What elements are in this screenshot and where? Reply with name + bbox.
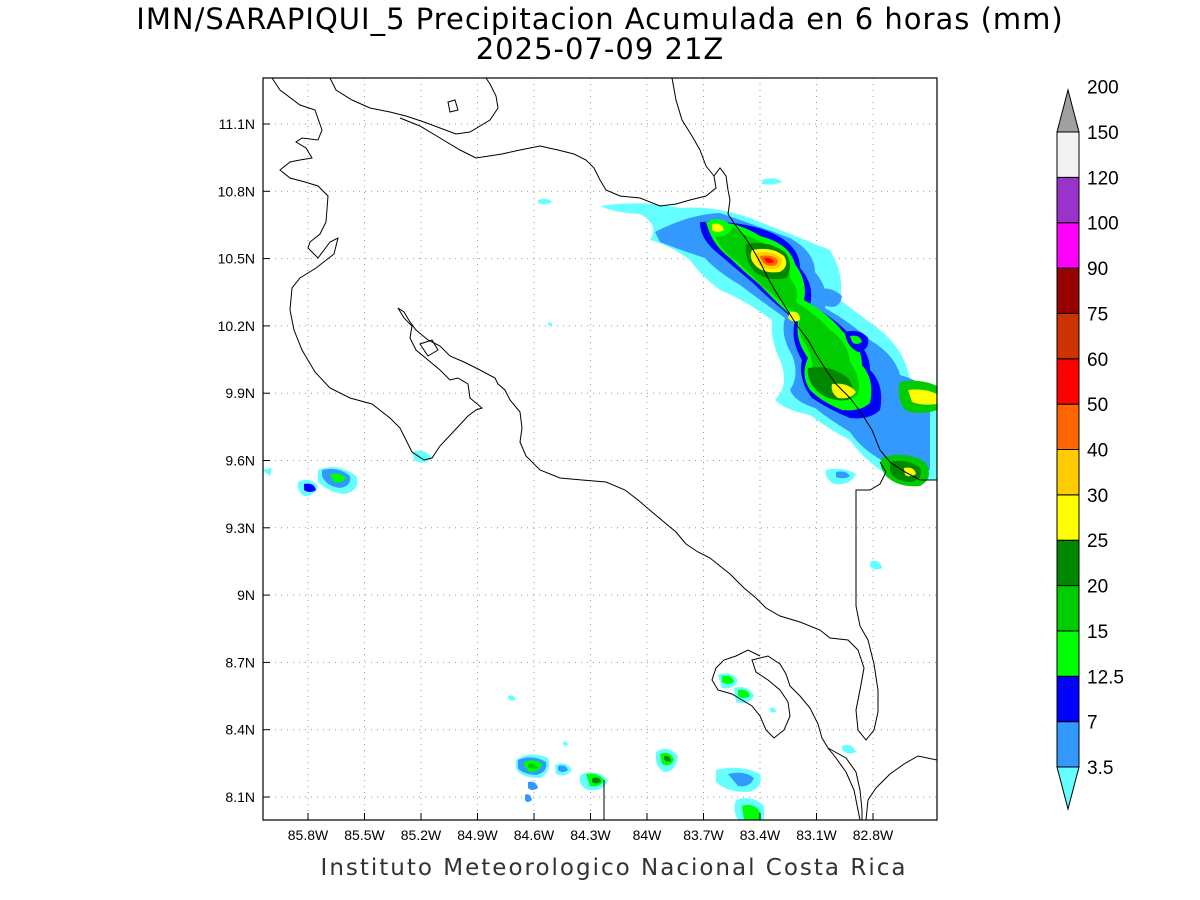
colorbar-level-label: 200 [1087,78,1119,99]
colorbar-level-label: 40 [1087,441,1108,462]
colorbar-level-label: 20 [1087,577,1108,598]
map-title: IMN/SARAPIQUI_5 Precipitacion Acumulada … [136,2,1064,36]
colorbar-swatch [1056,176,1080,224]
colorbar-level-label: 120 [1087,168,1119,189]
colorbar-level-label: 100 [1087,214,1119,235]
lat-tick-label: 8.7N [225,654,255,670]
colorbar-swatch [1056,403,1080,450]
colorbar-level-label: 30 [1087,486,1108,507]
colorbar-level-label: 15 [1087,622,1108,643]
longitude-axis: 85.8W 85.5W 85.2W 84.9W 84.6W 84.3W 84W 83.7W 83… [288,813,894,843]
colorbar-level-label: 50 [1087,395,1108,416]
lat-tick-label: 9.9N [225,385,255,401]
colorbar-level-label: 150 [1087,123,1119,144]
colorbar-high-triangle [1056,88,1080,133]
lat-tick-label: 10.5N [218,251,255,267]
colorbar-swatch [1056,675,1080,723]
lat-tick-label: 8.1N [225,789,255,805]
footer-credit: Instituto Meteorologico Nacional Costa R… [320,855,908,881]
colorbar-swatch [1056,312,1080,360]
map-datetime: 2025-07-09 21Z [475,32,725,66]
rain-cells-west [263,467,358,496]
rain-cells-south [508,673,856,820]
lon-tick-label: 84.9W [457,827,498,843]
latitude-axis: 11.1N 10.8N 10.5N 10.2N 9.9N 9.6N 9.3N 9N 8.7N 8.… [218,116,270,805]
colorbar-swatch [1056,585,1080,632]
colorbar-swatch [1056,267,1080,314]
colorbar-swatch [1056,630,1080,677]
lon-tick-label: 84.6W [514,827,555,843]
colorbar-swatch [1056,494,1080,541]
colorbar-level-label: 3.5 [1087,758,1113,779]
lon-tick-label: 85.8W [288,827,329,843]
colorbar: 3.5 7 12.5 15 20 25 30 40 50 60 75 90 100 120 150 200 [1056,78,1124,811]
precipitation-field [263,178,937,820]
lat-tick-label: 11.1N [219,116,255,132]
lon-tick-label: 82.8W [853,827,894,843]
colorbar-level-label: 25 [1087,531,1108,552]
colorbar-level-label: 7 [1087,713,1098,734]
colorbar-level-label: 75 [1087,304,1108,325]
coastlines [271,78,937,820]
map-frame [262,77,938,821]
colorbar-level-label: 90 [1087,259,1108,280]
lat-tick-label: 9.3N [225,520,255,536]
colorbar-swatch [1056,721,1080,768]
colorbar-swatch [1056,539,1080,587]
lat-tick-label: 9N [237,587,255,603]
lon-tick-label: 84.3W [570,827,611,843]
lon-tick-label: 83.7W [683,827,724,843]
colorbar-level-label: 12.5 [1087,667,1124,688]
rain-band-northeast [413,178,937,570]
colorbar-swatch [1056,449,1080,496]
lon-tick-label: 85.2W [401,827,442,843]
lat-tick-label: 9.6N [225,453,255,469]
lat-tick-label: 10.8N [218,183,255,199]
lon-tick-label: 83.1W [796,827,837,843]
lon-tick-label: 85.5W [344,827,385,843]
lon-tick-label: 84W [633,827,663,843]
grid-lines [263,78,937,820]
colorbar-swatch [1056,222,1080,269]
lat-tick-label: 10.2N [218,318,255,334]
colorbar-swatch [1056,131,1080,178]
colorbar-swatch [1056,358,1080,405]
colorbar-level-label: 60 [1087,350,1108,371]
lon-tick-label: 83.4W [740,827,781,843]
colorbar-low-triangle [1056,766,1080,811]
lat-tick-label: 8.4N [225,722,255,738]
